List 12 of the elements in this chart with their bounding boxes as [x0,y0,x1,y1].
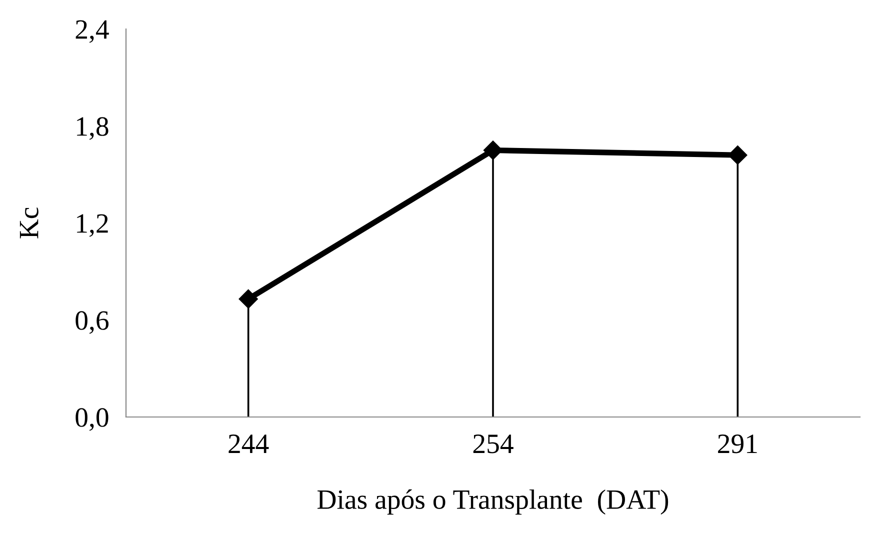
x-tick-label: 254 [473,434,514,454]
y-tick-label: 0,0 [76,408,108,431]
x-tick-label: 291 [718,434,757,454]
point [238,289,258,309]
y-axis-title: Kc [20,208,38,238]
y-tick-label: 0,6 [76,311,109,334]
y-tick-label: 2,4 [76,20,109,43]
x-axis-title: Dias após o Transplante (DAT) [317,489,668,515]
x-tick-label: 244 [228,434,269,453]
y-tick-label: 1,2 [77,214,108,237]
point [728,146,748,165]
y-tick-label: 1,8 [77,117,108,140]
